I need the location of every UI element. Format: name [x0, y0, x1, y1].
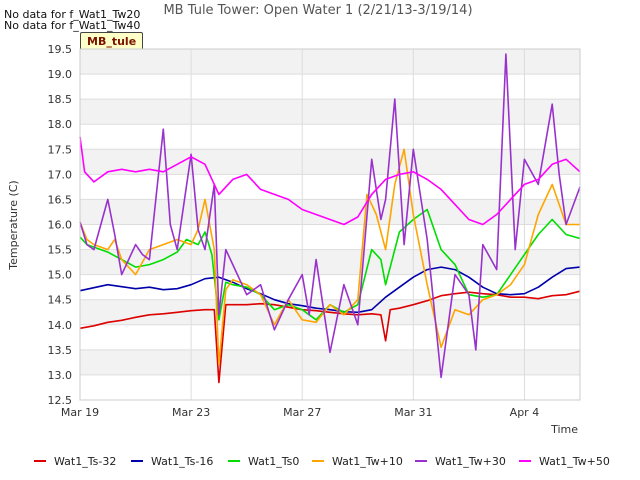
grid-band — [80, 349, 580, 375]
grid-band — [80, 74, 580, 100]
no-data-note-1: No data for f_Wat1_Tw20 — [4, 8, 141, 21]
y-tick-label: 18.5 — [48, 93, 73, 106]
legend-label: Wat1_Ts-32 — [54, 455, 116, 468]
y-tick-label: 12.5 — [48, 394, 73, 407]
y-tick-label: 19.5 — [48, 43, 73, 56]
y-tick-label: 14.5 — [48, 294, 73, 307]
y-tick-label: 15.5 — [48, 244, 73, 257]
y-tick-label: 14.0 — [48, 319, 73, 332]
grid-band — [80, 124, 580, 150]
axis-ticks: 12.5 13.0 13.5 14.0 14.5 15.0 15.5 16.0 16.5 17.0… — [48, 43, 581, 419]
site-tag: MB_tule — [80, 32, 144, 51]
legend-item-Wat1_Tw+50: Wat1_Tw+50 — [519, 455, 610, 468]
y-axis-label: Temperature (C) — [7, 180, 20, 270]
legend-label: Wat1_Tw+30 — [435, 455, 506, 468]
no-data-note-2: No data for f_Wat1_Tw40 — [4, 19, 141, 32]
grid-band — [80, 149, 580, 175]
x-tick-label: Mar 23 — [172, 406, 210, 419]
grid-band — [80, 324, 580, 350]
legend: Wat1_Ts-32 Wat1_Ts-16 Wat1_Ts0 Wat1_Tw+10 Wa… — [34, 455, 610, 468]
y-tick-label: 19.0 — [48, 68, 73, 81]
y-tick-label: 18.0 — [48, 118, 73, 131]
legend-item-Wat1_Ts0: Wat1_Ts0 — [228, 455, 299, 468]
y-tick-label: 16.5 — [48, 193, 73, 206]
grid-band — [80, 49, 580, 75]
x-tick-label: Mar 19 — [61, 406, 99, 419]
grid-band — [80, 174, 580, 200]
chart-title: MB Tule Tower: Open Water 1 (2/21/13-3/1… — [163, 3, 472, 18]
legend-item-Wat1_Ts-16: Wat1_Ts-16 — [131, 455, 213, 468]
y-tick-label: 13.5 — [48, 344, 73, 357]
plot-frame — [79, 48, 581, 401]
y-tick-label: 17.5 — [48, 143, 73, 156]
y-tick-label: 16.0 — [48, 219, 73, 232]
legend-item-Wat1_Ts-32: Wat1_Ts-32 — [34, 455, 116, 468]
series-line-Wat1_Tw+30 — [79, 53, 581, 379]
legend-label: Wat1_Ts0 — [248, 455, 299, 468]
series-lines — [79, 53, 581, 384]
x-axis-label: Time — [550, 423, 578, 436]
legend-label: Wat1_Tw+10 — [332, 455, 403, 468]
y-tick-label: 15.0 — [48, 269, 73, 282]
y-tick-label: 17.0 — [48, 168, 73, 181]
legend-label: Wat1_Ts-16 — [151, 455, 213, 468]
series-line-Wat1_Tw+50 — [79, 136, 581, 226]
series-line-Wat1_Ts-32 — [79, 290, 581, 384]
legend-label: Wat1_Tw+50 — [539, 455, 610, 468]
x-tick-label: Apr 4 — [510, 406, 540, 419]
series-line-Wat1_Tw+10 — [79, 148, 580, 366]
grid-band — [80, 224, 580, 250]
legend-item-Wat1_Tw+30: Wat1_Tw+30 — [415, 455, 506, 468]
x-tick-label: Mar 27 — [283, 406, 321, 419]
legend-item-Wat1_Tw+10: Wat1_Tw+10 — [312, 455, 403, 468]
grid-band — [80, 374, 580, 400]
grid-band — [80, 99, 580, 125]
x-tick-label: Mar 31 — [394, 406, 432, 419]
y-tick-label: 13.0 — [48, 369, 73, 382]
